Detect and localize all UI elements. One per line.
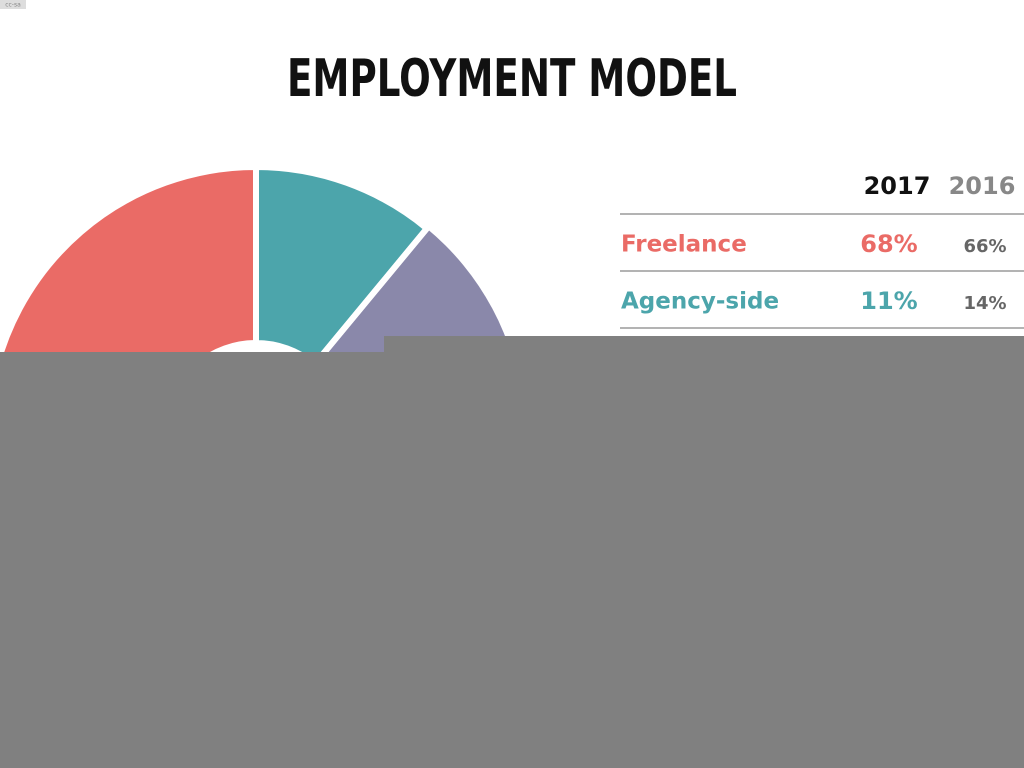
column-header: 2017 <box>864 172 931 200</box>
badge: cc-sa <box>5 2 21 9</box>
cell-2017: 68% <box>860 230 917 258</box>
table: 2017 2016 Freelance 68% 66% Agency-side 11% 1… <box>620 172 1024 329</box>
cell-2016: 66% <box>963 236 1006 257</box>
badge-box <box>0 0 26 9</box>
row-label: Freelance <box>621 232 747 258</box>
slide-title: EMPLOYMENT MODEL <box>287 49 737 109</box>
overlay <box>0 336 1024 768</box>
cell-2016: 14% <box>963 293 1006 314</box>
cell-2017: 11% <box>860 287 917 315</box>
column-header: 2016 <box>949 172 1016 200</box>
row-label: Agency-side <box>621 289 779 315</box>
